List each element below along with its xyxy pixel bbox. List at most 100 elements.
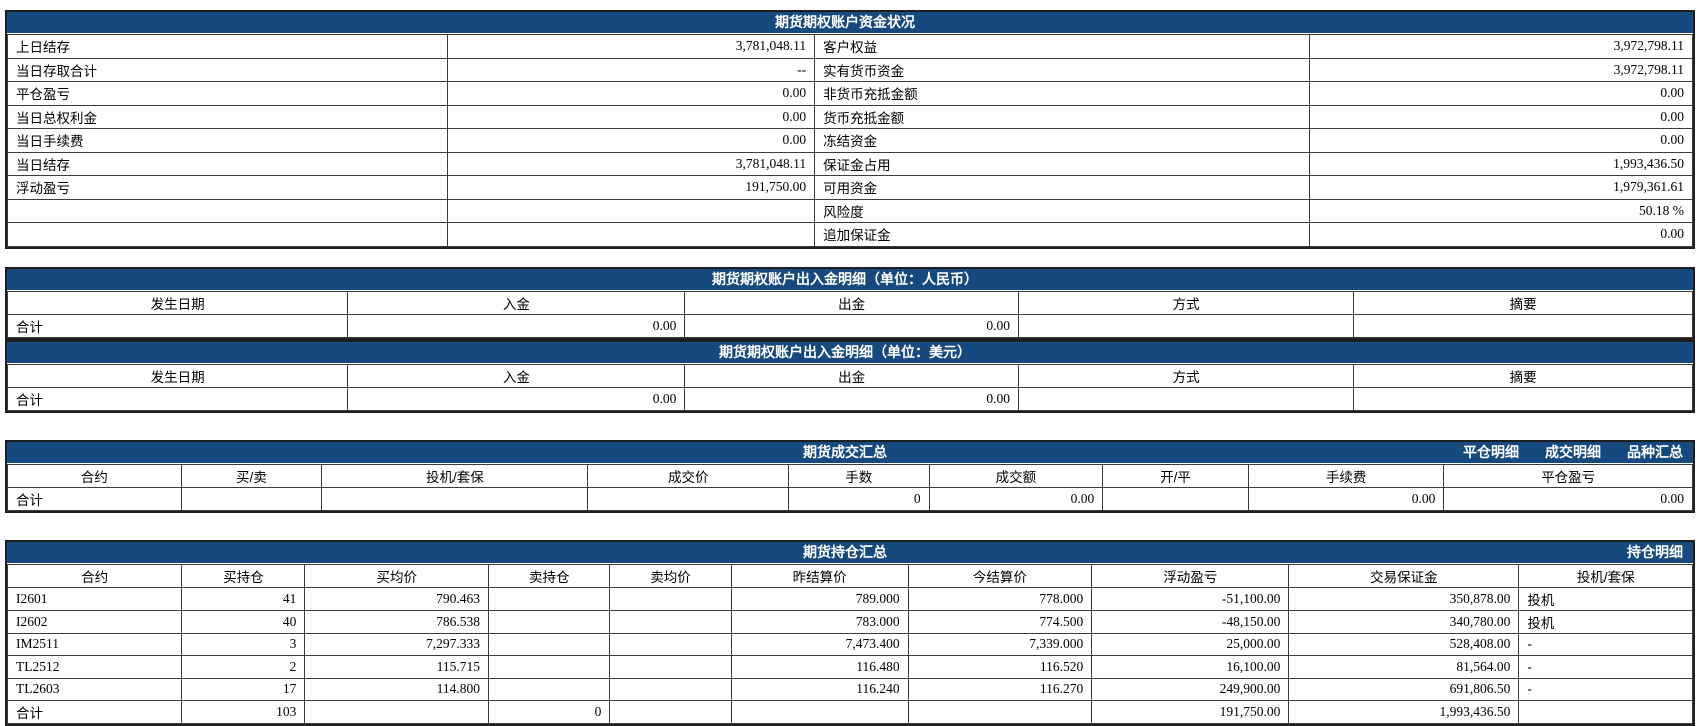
margin-cell: 691,806.50: [1289, 678, 1519, 701]
hedge-flag-cell: [1519, 701, 1693, 724]
short-qty-cell: [489, 656, 610, 679]
long-qty-cell: 40: [182, 610, 305, 633]
column-header: 入金: [348, 364, 685, 387]
long-avg-cell: 115.715: [305, 656, 489, 679]
trade-total-row: 合计 0 0.00 0.00 0.00: [8, 487, 1693, 510]
fund-value-cell: 0.00: [447, 129, 814, 153]
float-pnl-cell: 25,000.00: [1092, 633, 1289, 656]
short-avg-cell: [610, 610, 731, 633]
float-pnl-cell: 191,750.00: [1092, 701, 1289, 724]
hedge-flag-cell: -: [1519, 656, 1693, 679]
position-summary-titlebar: 期货持仓汇总 持仓明细: [7, 542, 1693, 564]
column-header: 买持仓: [182, 564, 305, 587]
column-header: 平仓盈亏: [1444, 464, 1693, 487]
fund-row: 当日结存 3,781,048.11 保证金占用 1,993,436.50: [8, 152, 1693, 176]
transfer-header-row: 发生日期 入金 出金 方式 摘要: [8, 291, 1693, 314]
fund-label-cell: [8, 199, 448, 223]
long-qty-cell: 41: [182, 587, 305, 610]
fund-row: 风险度 50.18 %: [8, 199, 1693, 223]
close-detail-link[interactable]: 平仓明细: [1463, 442, 1519, 463]
fund-label-cell: [8, 223, 448, 247]
prev-settle-cell: 116.480: [731, 656, 908, 679]
column-header: 手续费: [1248, 464, 1443, 487]
trade-summary-titlebar: 期货成交汇总 平仓明细 成交明细 品种汇总: [7, 442, 1693, 464]
trade-header-row: 合约 买/卖 投机/套保 成交价 手数 成交额 开/平 手续费 平仓盈亏: [8, 464, 1693, 487]
fund-value-cell: 0.00: [1310, 82, 1693, 106]
column-header: 入金: [348, 291, 685, 314]
column-header: 合约: [8, 564, 182, 587]
deposit-cell: 0.00: [348, 314, 685, 337]
fund-value-cell: 1,993,436.50: [1310, 152, 1693, 176]
transfer-usd-table: 发生日期 入金 出金 方式 摘要 合计 0.00 0.00: [7, 364, 1693, 411]
short-avg-cell: [610, 678, 731, 701]
note-cell: [1354, 387, 1693, 410]
column-header: 摘要: [1354, 291, 1693, 314]
fund-value-cell: --: [447, 58, 814, 82]
margin-cell: 528,408.00: [1289, 633, 1519, 656]
fund-row: 当日存取合计 -- 实有货币资金 3,972,798.11: [8, 58, 1693, 82]
short-avg-cell: [610, 701, 731, 724]
fund-label-cell: 保证金占用: [815, 152, 1310, 176]
float-pnl-cell: 16,100.00: [1092, 656, 1289, 679]
float-pnl-cell: -48,150.00: [1092, 610, 1289, 633]
position-detail-link[interactable]: 持仓明细: [1627, 542, 1683, 563]
margin-cell: 1,993,436.50: [1289, 701, 1519, 724]
total-label-cell: 合计: [8, 487, 182, 510]
float-pnl-cell: 249,900.00: [1092, 678, 1289, 701]
transfer-usd-section: 期货期权账户出入金明细（单位：美元） 发生日期 入金 出金 方式 摘要 合计 0…: [5, 340, 1695, 413]
prev-settle-cell: [731, 701, 908, 724]
long-avg-cell: 790.463: [305, 587, 489, 610]
column-header: 手数: [788, 464, 929, 487]
fund-row: 当日手续费 0.00 冻结资金 0.00: [8, 129, 1693, 153]
transfer-total-row: 合计 0.00 0.00: [8, 387, 1693, 410]
settle-cell: 7,339.000: [908, 633, 1092, 656]
fund-row: 追加保证金 0.00: [8, 223, 1693, 247]
fund-value-cell: 0.00: [1310, 223, 1693, 247]
prev-settle-cell: 116.240: [731, 678, 908, 701]
fund-row: 上日结存 3,781,048.11 客户权益 3,972,798.11: [8, 35, 1693, 59]
short-avg-cell: [610, 587, 731, 610]
fund-row: 当日总权利金 0.00 货币充抵金额 0.00: [8, 105, 1693, 129]
trade-detail-link[interactable]: 成交明细: [1545, 442, 1601, 463]
fund-label-cell: 风险度: [815, 199, 1310, 223]
fund-value-cell: [447, 199, 814, 223]
long-avg-cell: 7,297.333: [305, 633, 489, 656]
withdraw-cell: 0.00: [685, 387, 1019, 410]
method-cell: [1018, 314, 1353, 337]
note-cell: [1354, 314, 1693, 337]
settle-cell: [908, 701, 1092, 724]
fund-label-cell: 冻结资金: [815, 129, 1310, 153]
turnover-cell: 0.00: [929, 487, 1103, 510]
position-total-row: 合计 103 0 191,750.00 1,993,436.50: [8, 701, 1693, 724]
product-summary-link[interactable]: 品种汇总: [1627, 442, 1683, 463]
column-header: 今结算价: [908, 564, 1092, 587]
method-cell: [1018, 387, 1353, 410]
short-avg-cell: [610, 633, 731, 656]
fund-label-cell: 当日手续费: [8, 129, 448, 153]
position-summary-links: 持仓明细: [887, 542, 1693, 563]
hedge-flag-cell: -: [1519, 678, 1693, 701]
settle-cell: 116.520: [908, 656, 1092, 679]
column-header: 昨结算价: [731, 564, 908, 587]
column-header: 开/平: [1103, 464, 1249, 487]
fund-value-cell: 3,972,798.11: [1310, 58, 1693, 82]
long-qty-cell: 103: [182, 701, 305, 724]
close-pnl-cell: 0.00: [1444, 487, 1693, 510]
deposit-cell: 0.00: [348, 387, 685, 410]
settle-cell: 116.270: [908, 678, 1092, 701]
table-cell: [181, 487, 322, 510]
column-header: 方式: [1018, 291, 1353, 314]
prev-settle-cell: 7,473.400: [731, 633, 908, 656]
column-header: 方式: [1018, 364, 1353, 387]
fund-row: 浮动盈亏 191,750.00 可用资金 1,979,361.61: [8, 176, 1693, 200]
long-avg-cell: [305, 701, 489, 724]
contract-cell: I2601: [8, 587, 182, 610]
fee-cell: 0.00: [1248, 487, 1443, 510]
fund-row: 平仓盈亏 0.00 非货币充抵金额 0.00: [8, 82, 1693, 106]
fund-label-cell: 平仓盈亏: [8, 82, 448, 106]
total-label-cell: 合计: [8, 314, 348, 337]
contract-cell: IM2511: [8, 633, 182, 656]
fund-value-cell: 3,781,048.11: [447, 35, 814, 59]
short-qty-cell: 0: [489, 701, 610, 724]
column-header: 发生日期: [8, 291, 348, 314]
